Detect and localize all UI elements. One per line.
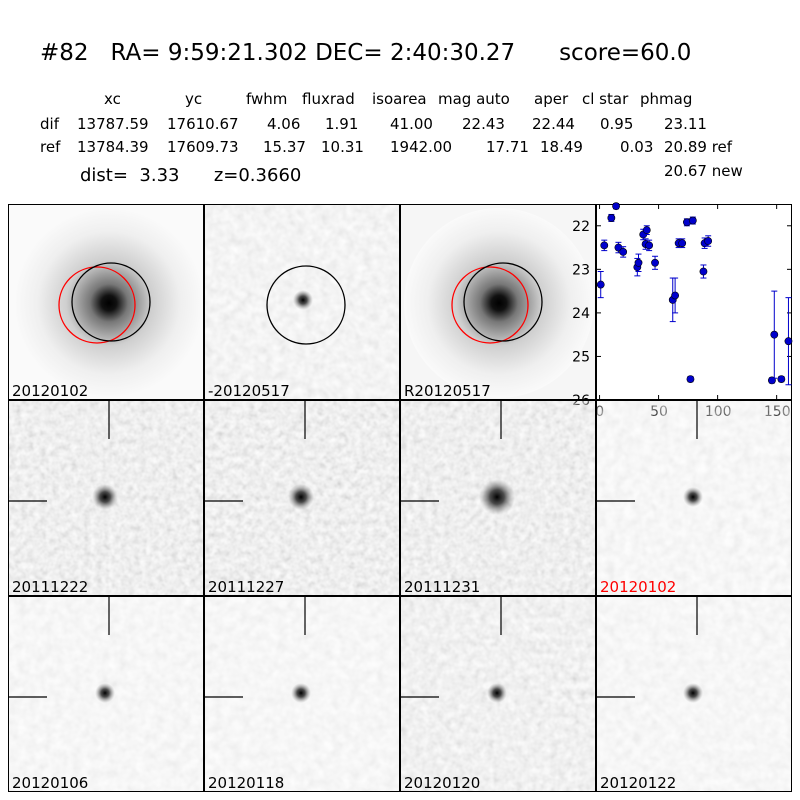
data-point xyxy=(784,337,793,346)
stamp-panel: 20111222 xyxy=(8,400,204,596)
plot-frame xyxy=(596,204,792,400)
ref-isoarea: 1942.00 xyxy=(390,138,453,156)
stamp-date-label: 20120120 xyxy=(404,774,481,792)
dif-aper: 22.44 xyxy=(532,115,575,133)
panel-label: 20120102 xyxy=(12,382,89,400)
dif-mag-auto: 22.43 xyxy=(462,115,505,133)
data-point xyxy=(770,330,779,339)
dif-fluxrad: 1.91 xyxy=(325,115,359,133)
ytick-label: 23 xyxy=(572,262,590,278)
ref-phmag: 20.89 ref xyxy=(664,138,733,156)
ref-cl-star: 0.03 xyxy=(620,138,654,156)
data-point xyxy=(678,239,687,248)
galaxy-blob xyxy=(404,208,594,398)
data-point xyxy=(688,216,697,225)
difference-panel: -20120517 xyxy=(204,204,400,400)
row-label-ref: ref xyxy=(40,138,61,156)
stamp-panel: 20111227 xyxy=(204,400,400,596)
data-point xyxy=(600,241,609,250)
dif-phmag: 23.11 xyxy=(664,115,707,133)
ref-aper: 18.49 xyxy=(540,138,583,156)
ref-galaxy-panel: 20120102 xyxy=(8,204,204,400)
ytick-label: 22 xyxy=(572,219,590,235)
col-aper: aper xyxy=(534,90,569,108)
stamp-date-label: 20111222 xyxy=(12,578,89,596)
ytick-label: 25 xyxy=(572,349,590,365)
col-mag-auto: mag auto xyxy=(438,90,510,108)
data-point xyxy=(634,258,643,267)
dif-yc: 17610.67 xyxy=(167,115,239,133)
panel-label: R20120517 xyxy=(404,382,491,400)
star-blob xyxy=(683,487,703,507)
star-blob xyxy=(291,683,311,703)
stamp-panel: 20111231 xyxy=(400,400,596,596)
reference-galaxy-panel: R20120517 xyxy=(400,204,596,400)
col-phmag: phmag xyxy=(640,90,693,108)
stamp-date-label: 20120118 xyxy=(208,774,285,792)
stamp-date-label: 20111231 xyxy=(404,578,481,596)
phmag-new: 20.67 new xyxy=(664,162,743,180)
dist-z-summary: dist= 3.33 z=0.3660 xyxy=(80,165,302,186)
stamp-date-label: 20120102 xyxy=(600,578,677,596)
star-blob xyxy=(479,479,515,515)
red-aperture-circle xyxy=(58,266,136,344)
stamp-panel: 20120122 xyxy=(596,596,792,792)
col-fluxrad: fluxrad xyxy=(302,90,355,108)
black-aperture-circle xyxy=(463,262,543,342)
data-point xyxy=(612,202,620,211)
stamp-panel: 20120102 xyxy=(596,400,792,596)
dif-cl-star: 0.95 xyxy=(600,115,634,133)
col-fwhm: fwhm xyxy=(246,90,288,108)
ytick-label: 24 xyxy=(572,306,590,322)
stamp-panel: 20120106 xyxy=(8,596,204,792)
black-aperture-circle xyxy=(71,262,151,342)
stamp-date-label: 20120106 xyxy=(12,774,89,792)
star-blob xyxy=(95,683,115,703)
ref-xc: 13784.39 xyxy=(77,138,149,156)
light-curve-svg: 2223242526 xyxy=(572,202,793,409)
data-point xyxy=(651,258,659,267)
ref-fwhm: 15.37 xyxy=(263,138,306,156)
star-blob xyxy=(293,290,313,310)
data-point xyxy=(642,226,651,235)
data-point xyxy=(619,248,628,256)
star-blob xyxy=(487,683,507,703)
star-blob xyxy=(683,683,703,703)
dif-isoarea: 41.00 xyxy=(390,115,433,133)
dif-fwhm: 4.06 xyxy=(267,115,301,133)
data-point xyxy=(671,291,680,300)
red-aperture-circle xyxy=(451,266,529,344)
stamp-panel: 20120120 xyxy=(400,596,596,792)
dif-xc: 13787.59 xyxy=(77,115,149,133)
black-aperture-circle xyxy=(266,265,346,345)
data-point xyxy=(699,267,708,276)
col-yc: yc xyxy=(185,90,203,108)
data-point xyxy=(645,241,654,250)
data-point xyxy=(686,375,695,383)
light-curve-plot: 2223242526 050100150 xyxy=(572,202,793,420)
panel-label: -20120517 xyxy=(208,382,290,400)
star-blob xyxy=(92,484,118,510)
stamp-date-label: 20111227 xyxy=(208,578,285,596)
star-blob xyxy=(288,484,314,510)
col-cl-star: cl star xyxy=(582,90,629,108)
galaxy-blob xyxy=(14,208,203,398)
data-point xyxy=(777,375,786,383)
col-xc: xc xyxy=(104,90,121,108)
candidate-title: #82 RA= 9:59:21.302 DEC= 2:40:30.27 scor… xyxy=(40,40,692,66)
data-point xyxy=(607,214,616,222)
ref-mag-auto: 17.71 xyxy=(486,138,529,156)
data-point xyxy=(596,280,605,289)
data-point xyxy=(704,237,713,245)
ref-yc: 17609.73 xyxy=(167,138,239,156)
stamp-panel: 20120118 xyxy=(204,596,400,792)
ref-fluxrad: 10.31 xyxy=(321,138,364,156)
col-isoarea: isoarea xyxy=(372,90,427,108)
stamp-date-label: 20120122 xyxy=(600,774,677,792)
row-label-dif: dif xyxy=(40,115,59,133)
